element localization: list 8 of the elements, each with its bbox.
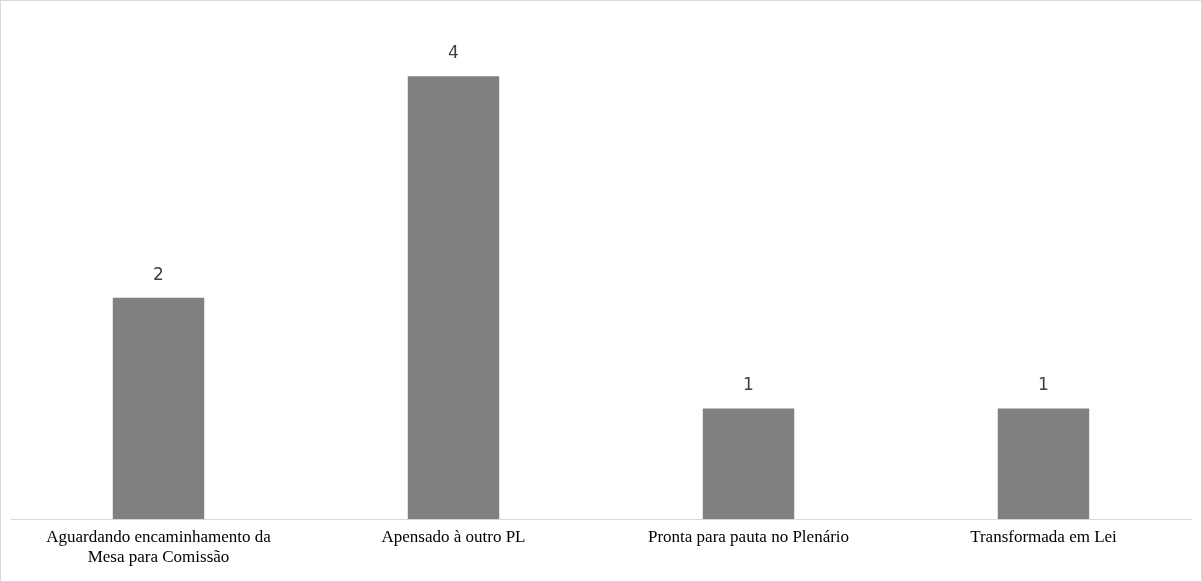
data-label: 1 — [1038, 374, 1049, 395]
data-label: 1 — [743, 374, 754, 395]
data-label: 4 — [448, 42, 459, 63]
x-tick-label: Apensado à outro PL — [381, 526, 526, 546]
x-tick-label: Pronta para pauta no Plenário — [647, 526, 850, 546]
data-label: 2 — [153, 263, 164, 284]
x-tick-label: Aguardando encaminhamento da Mesa para Comissão — [46, 526, 272, 567]
x-tick-label: Transformada em Lei — [970, 526, 1118, 546]
